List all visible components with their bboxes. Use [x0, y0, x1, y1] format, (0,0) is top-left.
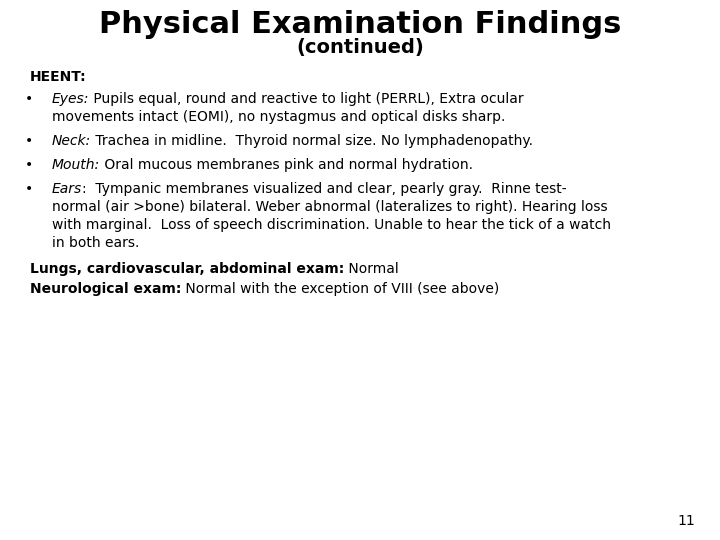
- Text: Mouth:: Mouth:: [52, 158, 100, 172]
- Text: Neurological exam:: Neurological exam:: [30, 282, 181, 296]
- Text: 11: 11: [678, 514, 695, 528]
- Text: Physical Examination Findings: Physical Examination Findings: [99, 10, 621, 39]
- Text: (continued): (continued): [296, 38, 424, 57]
- Text: Oral mucous membranes pink and normal hydration.: Oral mucous membranes pink and normal hy…: [100, 158, 473, 172]
- Text: in both ears.: in both ears.: [52, 236, 140, 250]
- Text: Normal: Normal: [344, 262, 399, 276]
- Text: with marginal.  Loss of speech discrimination. Unable to hear the tick of a watc: with marginal. Loss of speech discrimina…: [52, 218, 611, 232]
- Text: :  Tympanic membranes visualized and clear, pearly gray.  Rinne test-: : Tympanic membranes visualized and clea…: [82, 182, 567, 196]
- Text: normal (air >bone) bilateral. Weber abnormal (lateralizes to right). Hearing los: normal (air >bone) bilateral. Weber abno…: [52, 200, 608, 214]
- Text: Lungs, cardiovascular, abdominal exam:: Lungs, cardiovascular, abdominal exam:: [30, 262, 344, 276]
- Text: Ears: Ears: [52, 182, 82, 196]
- Text: Trachea in midline.  Thyroid normal size. No lymphadenopathy.: Trachea in midline. Thyroid normal size.…: [91, 134, 533, 148]
- Text: •: •: [25, 158, 33, 172]
- Text: Eyes:: Eyes:: [52, 92, 89, 106]
- Text: •: •: [25, 92, 33, 106]
- Text: Neck:: Neck:: [52, 134, 91, 148]
- Text: Pupils equal, round and reactive to light (PERRL), Extra ocular: Pupils equal, round and reactive to ligh…: [89, 92, 524, 106]
- Text: •: •: [25, 182, 33, 196]
- Text: movements intact (EOMI), no nystagmus and optical disks sharp.: movements intact (EOMI), no nystagmus an…: [52, 110, 505, 124]
- Text: HEENT:: HEENT:: [30, 70, 86, 84]
- Text: •: •: [25, 134, 33, 148]
- Text: Normal with the exception of VIII (see above): Normal with the exception of VIII (see a…: [181, 282, 500, 296]
